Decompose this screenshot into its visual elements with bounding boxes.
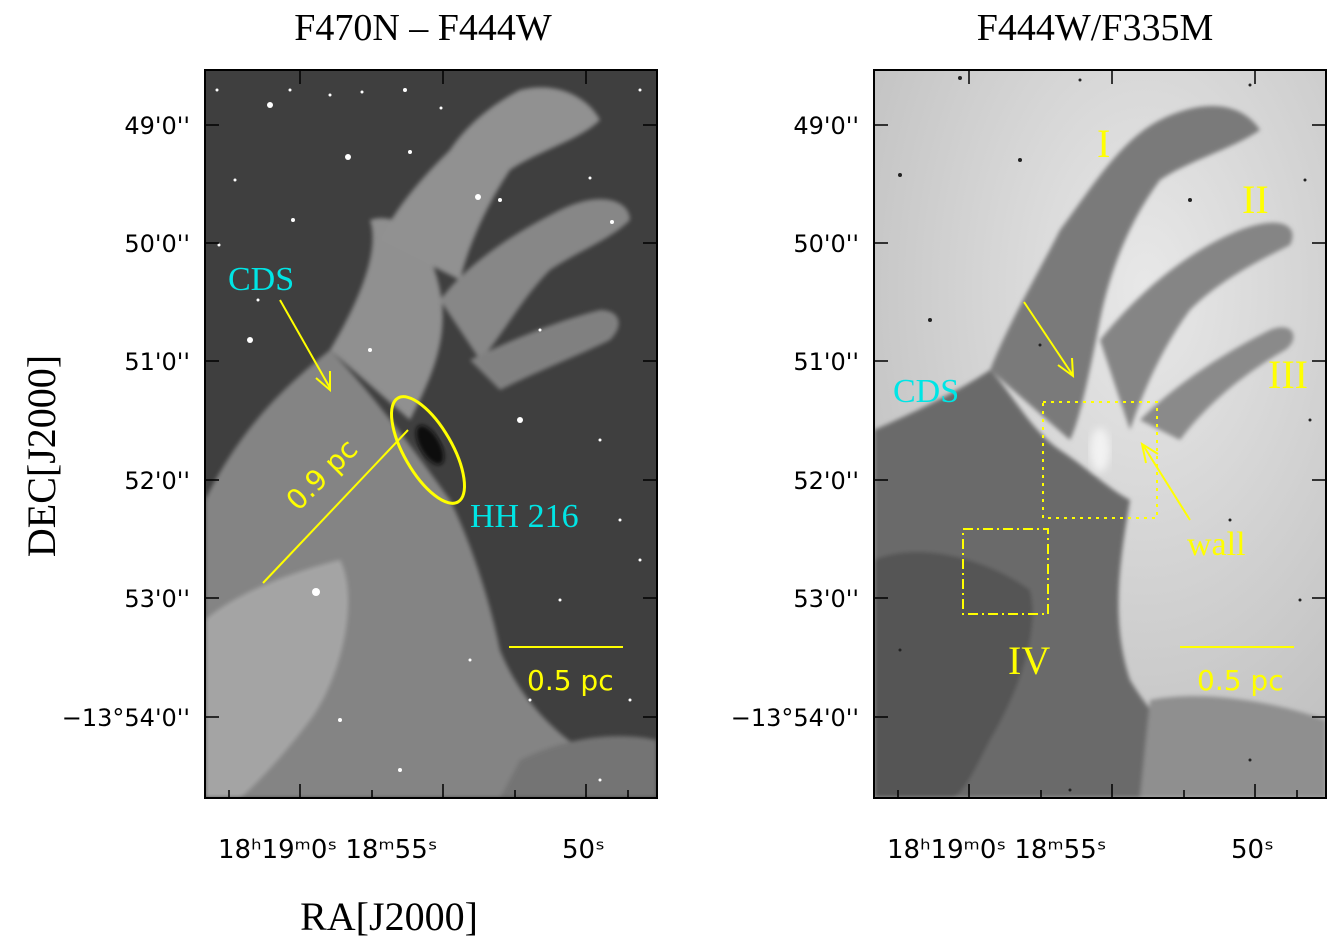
right-y-tick-51: 51'0'' [793,348,859,376]
left-y-tick-51: 51'0'' [124,348,190,376]
hh216-label: HH 216 [470,498,579,535]
right-y-tick-54: −13°54'0'' [731,704,859,732]
pillar-II-label: II [1242,177,1269,222]
left-y-tick-marks [205,70,657,798]
right-x-tick-19m0s-55s: 18ʰ19ᵐ0ˢ 18ᵐ55ˢ [887,835,1106,865]
left-frame [204,69,658,799]
left-scalebar-label: 0.5 pc [527,664,614,697]
dashdot-box [962,528,1049,615]
left-y-tick-50: 50'0'' [124,230,190,258]
dotted-box [1042,401,1158,519]
pillar-III-label: III [1268,352,1308,397]
right-y-tick-52: 52'0'' [793,467,859,495]
pillar-IV-label: IV [1008,638,1050,683]
right-y-tick-50: 50'0'' [793,230,859,258]
wall-arrow [1142,444,1191,521]
right-tick-marks [874,70,1326,798]
pillar-I-label: I [1097,121,1110,166]
right-cds-arrow [1023,301,1073,375]
right-frame [873,69,1327,799]
left-y-tick-54: −13°54'0'' [62,704,190,732]
wall-label: wall [1187,526,1246,563]
length-line [262,429,409,584]
panel-left-title: F470N – F444W [294,7,552,49]
right-x-tick-50s: 50ˢ [1231,835,1274,865]
left-cds-label: CDS [228,261,294,298]
right-y-tick-53: 53'0'' [793,585,859,613]
hh216-ellipse [390,395,466,505]
panel-right: F444W/F335M [731,7,1327,865]
x-axis-label: RA[J2000] [300,894,478,939]
panel-right-title: F444W/F335M [977,7,1213,49]
panel-left: F470N – F444W [62,7,658,865]
left-stars [215,88,642,782]
y-axis-label: DEC[J2000] [19,355,64,557]
right-cds-label: CDS [893,373,959,410]
left-image [205,70,657,798]
right-y-tick-49: 49'0'' [793,112,859,140]
right-stars [898,76,1312,792]
left-cds-arrow [279,299,331,389]
left-x-tick-19m0s-55s: 18ʰ19ᵐ0ˢ 18ᵐ55ˢ [218,835,437,865]
left-y-tick-53: 53'0'' [124,585,190,613]
left-x-tick-50s: 50ˢ [562,835,605,865]
left-y-tick-49: 49'0'' [124,112,190,140]
right-scalebar-label: 0.5 pc [1197,664,1284,697]
left-y-tick-52: 52'0'' [124,467,190,495]
